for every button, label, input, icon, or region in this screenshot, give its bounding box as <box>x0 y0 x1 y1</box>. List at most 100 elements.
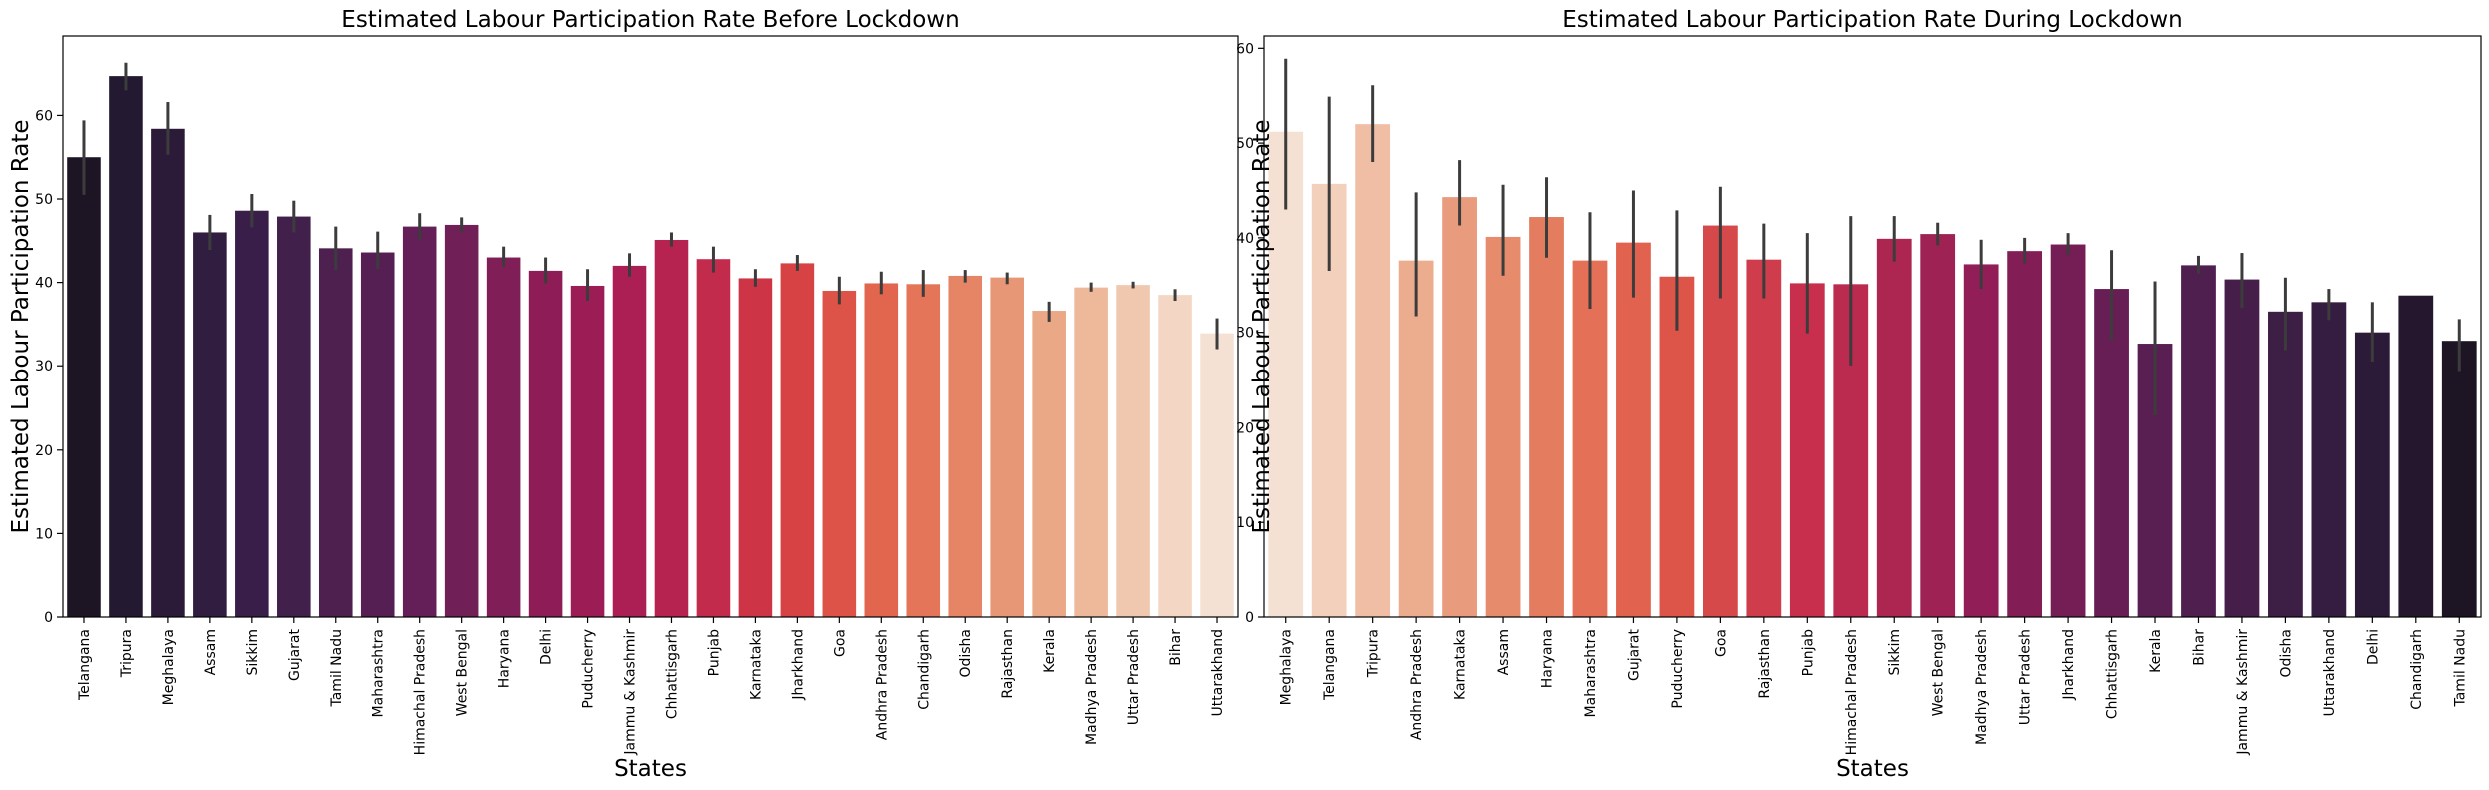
x-tick-label: Assam <box>1496 629 1512 675</box>
x-tick-label: Uttarakhand <box>1210 629 1226 716</box>
bar-chhattisgarh <box>654 239 689 618</box>
x-tick-label: Jharkhand <box>2061 629 2077 701</box>
bar-assam <box>1485 236 1521 617</box>
bar-madhya-pradesh <box>1963 264 1999 617</box>
bar-tripura <box>109 76 143 617</box>
bar-meghalaya <box>1268 131 1304 618</box>
bar-assam <box>193 232 227 617</box>
x-tick-label: Rajasthan <box>1757 629 1773 699</box>
x-tick-label: Odisha <box>2278 629 2294 678</box>
x-tick-label: Puducherry <box>581 629 597 709</box>
bar-bihar <box>1158 295 1192 617</box>
bar-puducherry <box>1659 276 1695 617</box>
bar-west-bengal <box>444 224 479 617</box>
x-tick-label: Karnataka <box>748 629 764 700</box>
y-tick-label: 20 <box>35 443 53 459</box>
x-tick-label: Odisha <box>958 629 974 678</box>
x-tick-label: Uttar Pradesh <box>1126 629 1142 725</box>
x-axis-label: States <box>614 756 687 782</box>
bar-jammu-kashmir <box>612 265 647 617</box>
x-tick-label: Chhattisgarh <box>2105 629 2121 719</box>
y-tick-label: 60 <box>1236 41 1254 57</box>
bar-chhattisgarh <box>2094 289 2129 617</box>
x-tick-label: Himachal Pradesh <box>413 629 429 755</box>
bar-meghalaya <box>151 128 185 618</box>
bar-haryana <box>1529 217 1564 617</box>
bar-telangana <box>67 157 101 617</box>
bar-uttarakhand <box>1200 333 1234 617</box>
y-tick-label: 0 <box>1245 610 1254 626</box>
x-tick-label: Delhi <box>2365 629 2381 665</box>
bar-gujarat <box>1616 242 1651 617</box>
bar-chandigarh <box>2398 295 2434 617</box>
bar-andhra-pradesh <box>1398 260 1434 617</box>
chart-before-lockdown: 0 10 20 30 40 50 60 Telangana Tripura Meghalaya As… <box>8 7 1239 782</box>
x-tick-label: Chandigarh <box>916 629 932 710</box>
bar-jammu-kashmir <box>2224 279 2260 617</box>
x-tick-label: Goa <box>832 629 848 657</box>
bar-karnataka <box>738 278 773 617</box>
x-tick-label: Uttarakhand <box>2322 629 2338 716</box>
x-tick-label: Delhi <box>539 629 555 665</box>
bar-rajasthan <box>990 277 1024 617</box>
x-tick-label: Telangana <box>1322 629 1338 701</box>
x-tick-label: Madhya Pradesh <box>1974 629 1990 745</box>
y-tick-label: 10 <box>35 526 53 542</box>
bar-maharashtra <box>360 252 395 617</box>
bar-tamil-nadu <box>2441 341 2477 617</box>
x-tick-label: Gujarat <box>1626 628 1642 681</box>
bar-tamil-nadu <box>318 248 353 617</box>
x-tick-label: Sikkim <box>1887 629 1903 676</box>
x-tick-label: Goa <box>1713 629 1729 657</box>
chart-during-lockdown: 0 10 20 30 40 50 60 Meghalaya Telangana Tripura An… <box>1236 7 2482 782</box>
x-tick-label: Kerala <box>1042 629 1058 673</box>
x-tick-label: Sikkim <box>245 629 261 676</box>
y-tick-label: 40 <box>1236 231 1254 247</box>
bar-chandigarh <box>906 284 941 617</box>
bar-punjab <box>1789 283 1825 617</box>
chart-title: Estimated Labour Participation Rate Duri… <box>1562 7 2183 33</box>
y-tick-label: 0 <box>44 610 53 626</box>
y-tick-label: 60 <box>35 108 53 124</box>
bar-odisha <box>948 275 983 617</box>
bar-andhra-pradesh <box>864 283 899 617</box>
bar-himachal-pradesh <box>402 226 437 617</box>
bar-maharashtra <box>1572 260 1608 617</box>
y-axis-label: Estimated Labour Participation Rate <box>1249 119 1275 533</box>
x-tick-label: Tamil Nadu <box>2452 629 2468 708</box>
x-tick-label: Kerala <box>2148 629 2164 673</box>
y-axis-label: Estimated Labour Participation Rate <box>8 119 34 533</box>
axes-frame <box>62 35 1239 618</box>
bar-madhya-pradesh <box>1074 287 1108 617</box>
x-tick-label: Gujarat <box>287 628 303 681</box>
bar-sikkim <box>235 210 269 617</box>
bar-jharkhand <box>780 263 815 617</box>
bar-goa <box>822 290 857 617</box>
chart-title: Estimated Labour Participation Rate Befo… <box>341 7 959 33</box>
bar-uttar-pradesh <box>2007 251 2043 617</box>
y-tick-label: 30 <box>35 359 53 375</box>
y-tick-label: 40 <box>35 276 53 292</box>
bar-puducherry <box>570 285 605 617</box>
x-tick-label: Jammu & Kashmir <box>623 629 639 756</box>
bar-bihar <box>2181 265 2216 617</box>
x-tick-label: Jharkhand <box>790 629 806 701</box>
x-tick-label: Punjab <box>1800 629 1816 676</box>
bar-delhi <box>528 270 563 617</box>
y-tick-label: 10 <box>1236 515 1254 531</box>
bar-haryana <box>486 257 521 617</box>
bar-rajasthan <box>1746 259 1782 617</box>
x-tick-label: Bihar <box>1168 629 1184 666</box>
x-tick-label: Meghalaya <box>161 629 177 705</box>
x-tick-label: Himachal Pradesh <box>1844 629 1860 755</box>
x-axis-label: States <box>1836 756 1909 782</box>
bar-karnataka <box>1442 197 1477 617</box>
bar-jharkhand <box>2050 244 2086 617</box>
x-tick-label: West Bengal <box>1931 629 1947 716</box>
y-tick-label: 50 <box>35 192 53 208</box>
x-tick-label: Tripura <box>119 629 135 678</box>
bar-odisha <box>2268 311 2303 617</box>
x-tick-label: Maharashtra <box>1583 629 1599 717</box>
x-tick-label: Punjab <box>706 629 722 676</box>
